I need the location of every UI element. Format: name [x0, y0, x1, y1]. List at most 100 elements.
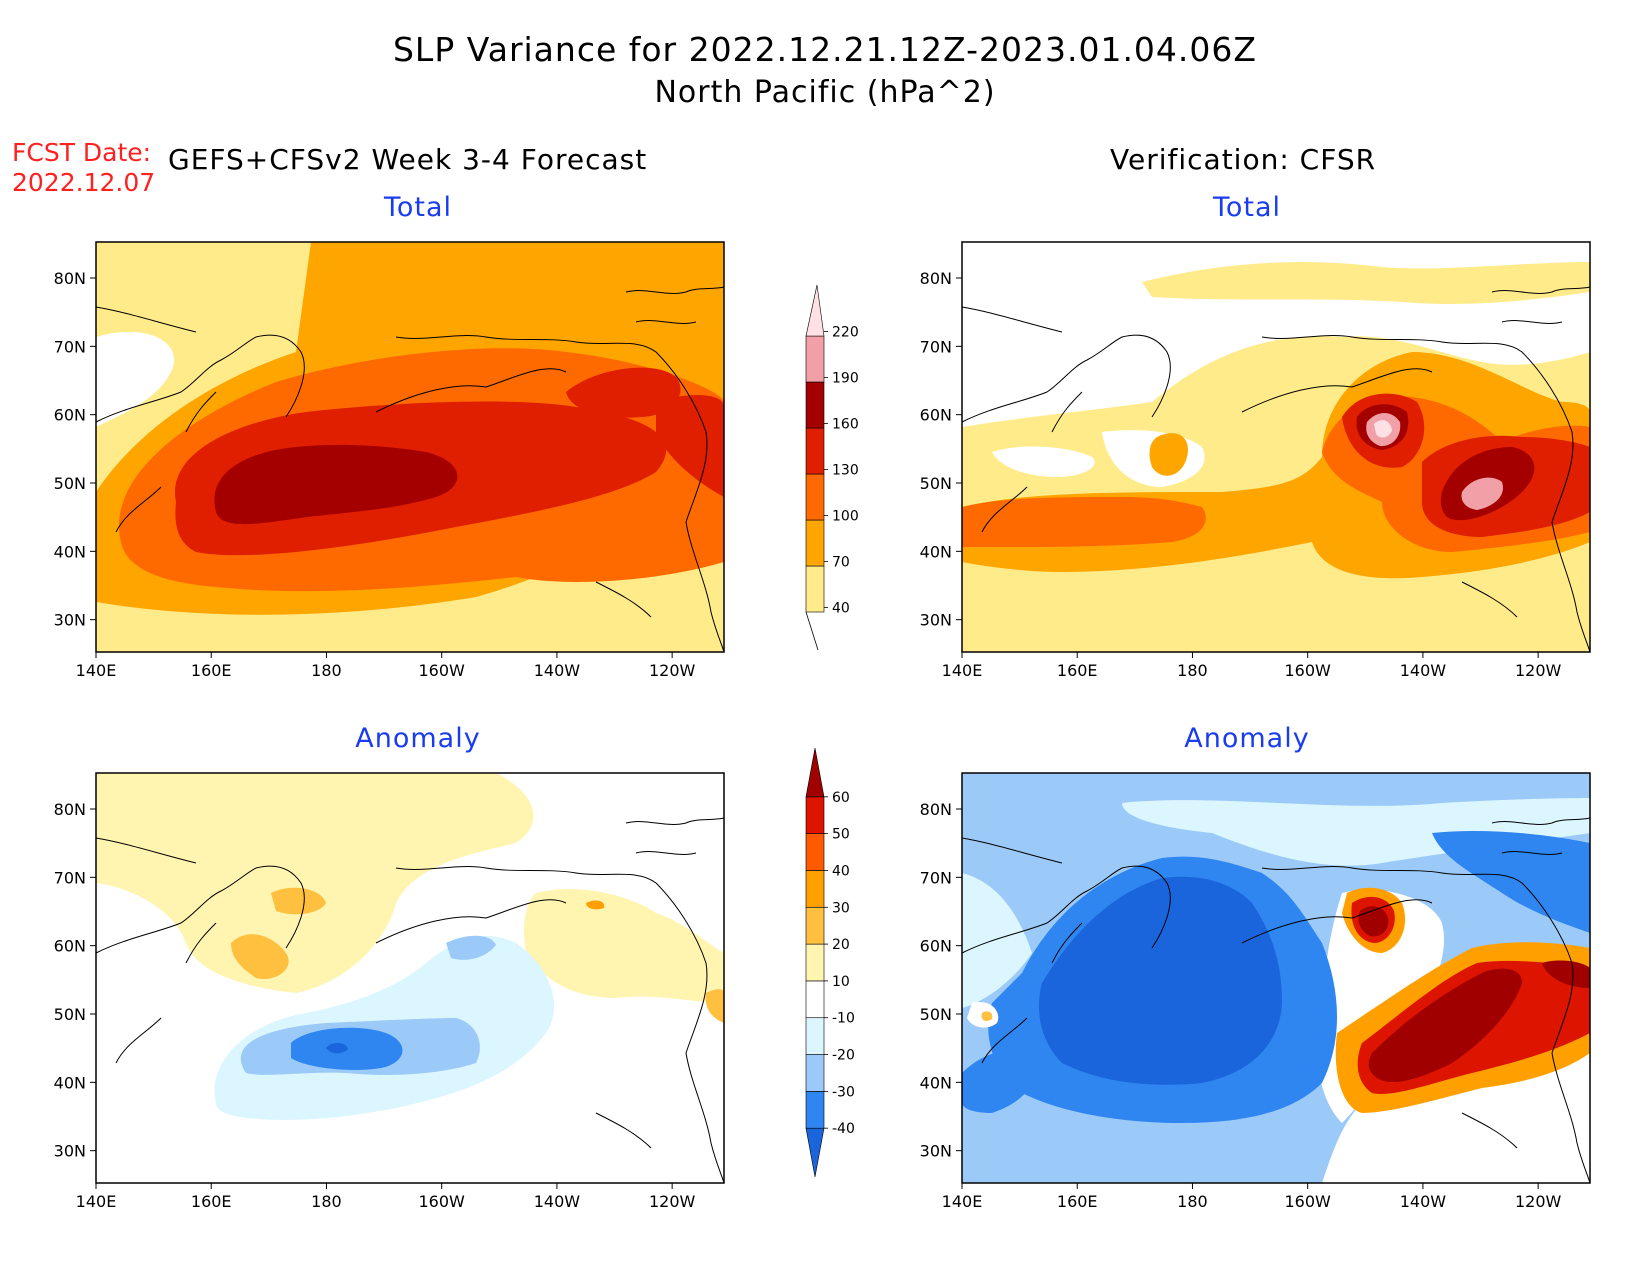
colorbar-anomaly-swatch [805, 1091, 825, 1129]
colorbar-anomaly-label: -20 [832, 1048, 855, 1064]
colorbar-total-label: 130 [832, 462, 859, 478]
verification-anomaly-frame [961, 772, 1591, 1184]
verification-anomaly-ytick-label: 30N [920, 1142, 952, 1161]
colorbar-anomaly-label: -30 [832, 1084, 855, 1100]
forecast-anomaly-xtick-label: 120W [649, 1192, 696, 1211]
verification-total-xtick-label: 180 [1177, 661, 1208, 680]
panel-forecast-anomaly [95, 772, 725, 1184]
colorbar-anomaly-label: 20 [832, 937, 850, 953]
verification-anomaly-ytick-label: 70N [920, 868, 952, 887]
forecast-anomaly-xtick-label: 140W [534, 1192, 581, 1211]
colorbar-anomaly-swatch [805, 980, 825, 1019]
colorbar-anomaly-swatch [805, 943, 825, 982]
verification-total-xtick-label: 140W [1400, 661, 1447, 680]
forecast-total-field [96, 242, 724, 652]
verification-total-xtick-label: 140E [942, 661, 983, 680]
verification-total-ytick-label: 30N [920, 611, 952, 630]
colorbar-anomaly-label: 40 [832, 863, 850, 879]
colorbar-anomaly-high-arrow [805, 747, 825, 798]
colorbar-anomaly-swatch [805, 906, 825, 945]
colorbar-anomaly-label: 30 [832, 900, 850, 916]
forecast-anomaly-xtick-label: 140E [76, 1192, 117, 1211]
colorbar-total-label: 70 [832, 554, 850, 570]
verification-total-xtick-label: 160E [1057, 661, 1098, 680]
forecast-anomaly-xtick-label: 180 [311, 1192, 342, 1211]
forecast-anomaly-field [96, 773, 724, 1183]
forecast-anomaly-coastlines [95, 817, 725, 1184]
panel-title-verification-total: Total [1212, 192, 1282, 223]
verification-total-coastlines [961, 286, 1591, 653]
colorbar-total-swatch [805, 335, 825, 383]
verification-total-ytick-label: 70N [920, 337, 952, 356]
verification-total-xtick-label: 160W [1285, 661, 1332, 680]
forecast-total-frame [95, 241, 725, 653]
forecast-anomaly-xtick-label: 160E [191, 1192, 232, 1211]
forecast-total-ytick-label: 30N [54, 611, 86, 630]
verification-total-xtick-label: 120W [1515, 661, 1562, 680]
forecast-anomaly-ytick-label: 30N [54, 1142, 86, 1161]
panel-title-verification-anomaly: Anomaly [1184, 723, 1310, 754]
verification-anomaly-ytick-label: 50N [920, 1005, 952, 1024]
panel-verification-total [961, 241, 1591, 653]
verification-total-ytick-label: 40N [920, 542, 952, 561]
verification-anomaly-xtick-label: 140W [1400, 1192, 1447, 1211]
colorbar-total: 40 70 100 130 160 190 220 [805, 284, 859, 651]
verification-anomaly-ytick-label: 40N [920, 1073, 952, 1092]
panel-forecast-total [95, 241, 725, 653]
colorbar-anomaly-label: 60 [832, 790, 850, 806]
forecast-total-xtick-label: 140W [534, 661, 581, 680]
colorbar-total-label: 190 [832, 370, 859, 386]
forecast-total-ytick-label: 50N [54, 474, 86, 493]
verification-anomaly-xtick-label: 160W [1285, 1192, 1332, 1211]
main-subtitle: North Pacific (hPa^2) [654, 75, 996, 110]
verification-anomaly-xtick-label: 140E [942, 1192, 983, 1211]
forecast-total-ytick-label: 70N [54, 337, 86, 356]
forecast-total-xtick-label: 140E [76, 661, 117, 680]
colorbar-anomaly-swatch [805, 1054, 825, 1092]
panel-verification-anomaly [961, 772, 1591, 1184]
panel-title-forecast-total: Total [383, 192, 453, 223]
forecast-anomaly-frame [95, 772, 725, 1184]
colorbar-total-label: 40 [832, 600, 850, 616]
verification-anomaly-field [962, 773, 1590, 1183]
panel-title-forecast-anomaly: Anomaly [355, 723, 481, 754]
verification-total-frame [961, 241, 1591, 653]
fcst-date-value: 2022.12.07 [12, 168, 156, 197]
colorbar-total-tail [805, 611, 819, 651]
colorbar-total-cap [805, 284, 825, 337]
forecast-anomaly-ytick-label: 50N [54, 1005, 86, 1024]
colorbar-total-swatch [805, 427, 825, 475]
colorbar-anomaly-swatch [805, 833, 825, 871]
axes-layer: 140E 160E 180 160W 140W 120W 80N 70N 60N 50N 40N 30… [54, 269, 1562, 1211]
forecast-total-ytick-label: 60N [54, 406, 86, 425]
forecast-heading: GEFS+CFSv2 Week 3-4 Forecast [168, 143, 648, 176]
verification-anomaly-xtick-label: 120W [1515, 1192, 1562, 1211]
forecast-total-xtick-label: 160E [191, 661, 232, 680]
forecast-anomaly-ytick-label: 60N [54, 937, 86, 956]
forecast-total-xtick-label: 180 [311, 661, 342, 680]
forecast-anomaly-ytick-label: 40N [54, 1073, 86, 1092]
colorbar-total-swatch [805, 381, 825, 429]
colorbar-total-swatch [805, 519, 825, 567]
forecast-anomaly-xtick-label: 160W [419, 1192, 466, 1211]
fcst-date-label: FCST Date: [12, 138, 152, 167]
colorbar-anomaly-swatch [805, 870, 825, 908]
forecast-anomaly-ytick-label: 80N [54, 800, 86, 819]
forecast-total-coastlines [95, 286, 725, 653]
colorbar-anomaly: -40 -30 -20 -10 10 20 30 40 50 60 [805, 747, 855, 1178]
verification-total-field [962, 242, 1590, 652]
verification-total-ytick-label: 80N [920, 269, 952, 288]
colorbar-total-swatch [805, 565, 825, 613]
forecast-total-xtick-label: 160W [419, 661, 466, 680]
forecast-total-ytick-label: 80N [54, 269, 86, 288]
verification-anomaly-xtick-label: 160E [1057, 1192, 1098, 1211]
verification-anomaly-coastlines [961, 817, 1591, 1184]
colorbar-anomaly-label: 10 [832, 974, 850, 990]
colorbar-anomaly-low-arrow [805, 1127, 825, 1178]
verification-anomaly-xtick-label: 180 [1177, 1192, 1208, 1211]
forecast-total-ytick-label: 40N [54, 542, 86, 561]
forecast-total-xtick-label: 120W [649, 661, 696, 680]
verification-anomaly-ytick-label: 60N [920, 937, 952, 956]
colorbar-total-label: 220 [832, 324, 859, 340]
